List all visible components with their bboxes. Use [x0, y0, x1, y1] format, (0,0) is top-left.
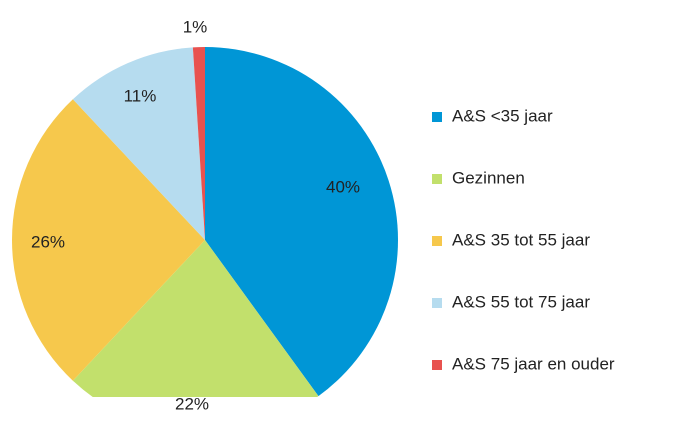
- pie-slice: [205, 47, 398, 397]
- legend-swatch: [432, 298, 442, 308]
- pie-slice: [72, 47, 205, 240]
- data-label: 11%: [124, 86, 157, 105]
- legend-label: A&S <35 jaar: [452, 106, 553, 125]
- legend-label: A&S 35 tot 55 jaar: [452, 230, 590, 249]
- legend-swatch: [432, 360, 442, 370]
- legend-label: A&S 55 tot 75 jaar: [452, 292, 590, 311]
- legend-swatch: [432, 236, 442, 246]
- legend-label: A&S 75 jaar en ouder: [452, 354, 615, 373]
- legend-swatch: [432, 112, 442, 122]
- pie-slice: [72, 240, 319, 397]
- pie-slice: [12, 99, 206, 381]
- pie-slice: [192, 47, 205, 240]
- pie: [12, 47, 398, 397]
- legend-swatch: [432, 174, 442, 184]
- data-label: 1%: [183, 17, 208, 36]
- legend-label: Gezinnen: [452, 168, 525, 187]
- data-label: 22%: [175, 394, 209, 413]
- data-label: 40%: [326, 177, 360, 196]
- data-label: 26%: [31, 232, 65, 251]
